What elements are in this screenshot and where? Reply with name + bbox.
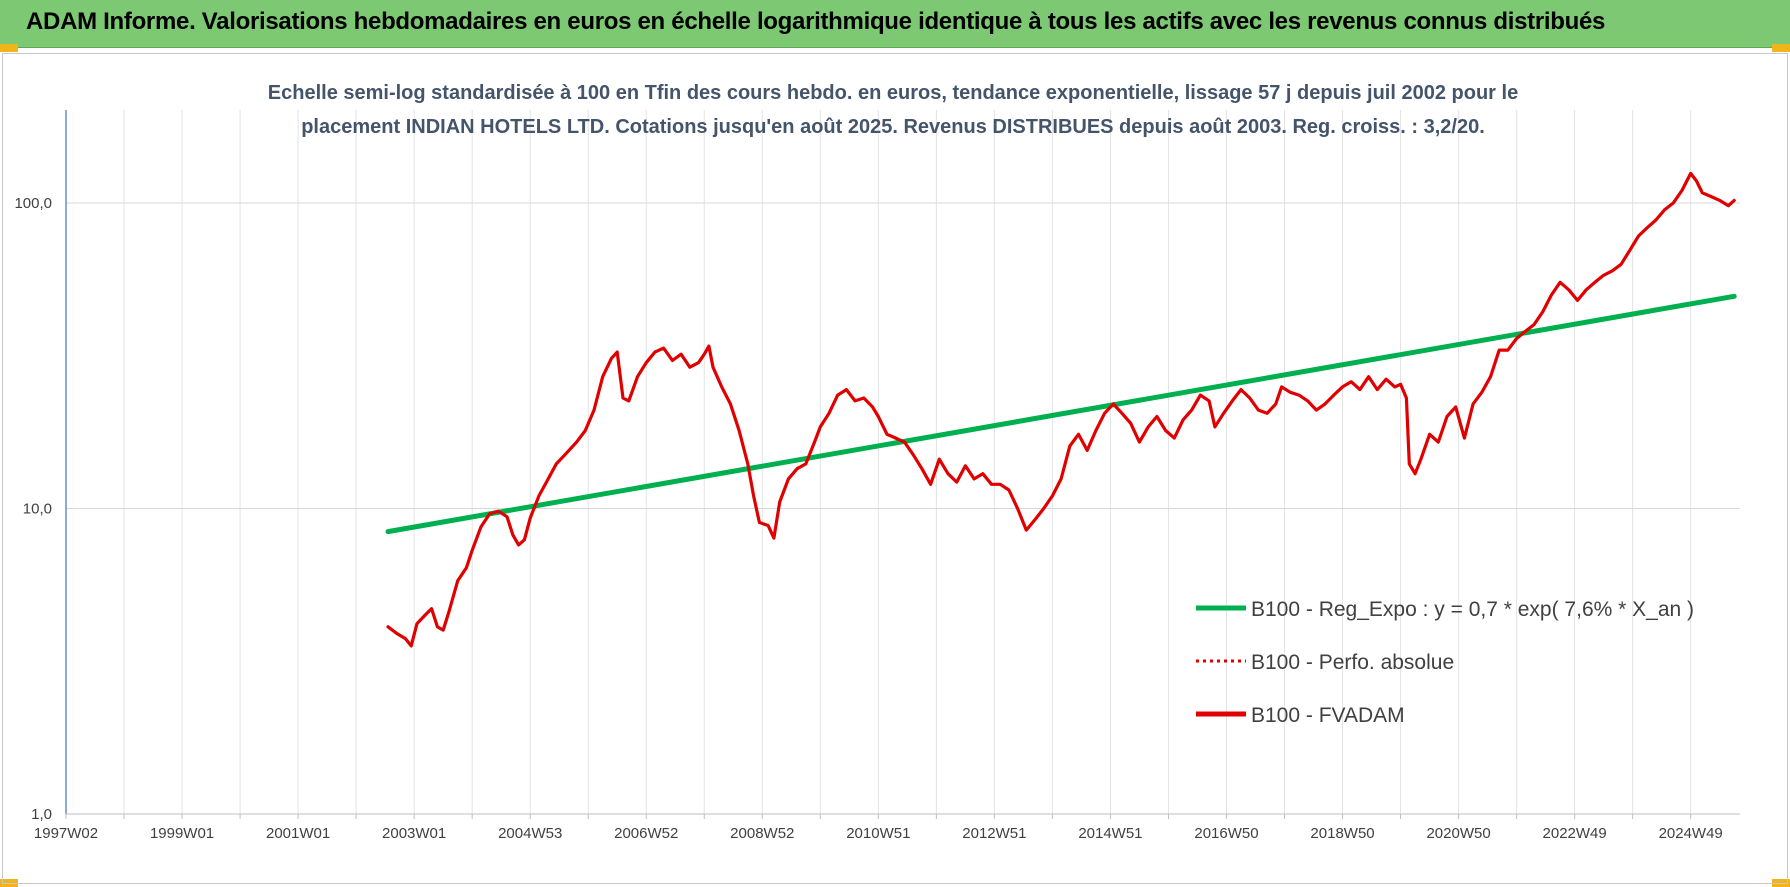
x-tick-label: 2024W49 (1659, 825, 1723, 842)
chart-subtitle-line-2: placement INDIAN HOTELS LTD. Cotations j… (301, 116, 1485, 138)
x-tick-label: 2014W51 (1078, 825, 1142, 842)
corner-marker-top-left (0, 44, 18, 52)
x-tick-label: 2006W52 (614, 825, 678, 842)
legend: B100 - Reg_Expo : y = 0,7 * exp( 7,6% * … (1196, 598, 1694, 727)
vertical-gridlines (123, 110, 1692, 814)
x-tick-label: 2020W50 (1426, 825, 1490, 842)
page-title: ADAM Informe. Valorisations hebdomadaire… (26, 8, 1606, 35)
corner-marker-top-right (1772, 44, 1790, 52)
x-tick-label: 2018W50 (1310, 825, 1374, 842)
horizontal-gridlines (66, 202, 1740, 509)
x-tick-label: 1997W02 (34, 825, 98, 842)
series-layer (385, 171, 1737, 648)
legend-label-fvadam: B100 - FVADAM (1251, 704, 1405, 727)
x-tick-label: 1999W01 (150, 825, 214, 842)
y-tick-label: 1,0 (31, 806, 52, 823)
x-tick-label: 2016W50 (1194, 825, 1258, 842)
series-line-fvadam (386, 171, 1736, 648)
x-axis-ticks: 1997W02 1999W01 2001W01 2003W01 2004W53 2006W… (34, 814, 1723, 842)
chart-frame (2, 53, 1788, 884)
x-tick-label: 2004W53 (498, 825, 562, 842)
y-axis-ticks: 1,0 10,0 100,0 (14, 195, 52, 823)
chart-subtitle-line-1: Echelle semi-log standardisée à 100 en T… (268, 82, 1518, 104)
legend-label-reg-expo: B100 - Reg_Expo : y = 0,7 * exp( 7,6% * … (1251, 598, 1694, 621)
series-line-reg-expo (385, 293, 1737, 535)
x-tick-label: 2003W01 (382, 825, 446, 842)
y-tick-label: 10,0 (23, 501, 52, 518)
y-tick-label: 100,0 (14, 195, 52, 212)
x-tick-label: 2001W01 (266, 825, 330, 842)
header-banner: ADAM Informe. Valorisations hebdomadaire… (0, 0, 1790, 48)
x-tick-label: 2010W51 (846, 825, 910, 842)
legend-label-perfo-absolue: B100 - Perfo. absolue (1251, 651, 1454, 674)
x-tick-label: 2008W52 (730, 825, 794, 842)
x-tick-label: 2022W49 (1543, 825, 1607, 842)
x-tick-label: 2012W51 (962, 825, 1026, 842)
